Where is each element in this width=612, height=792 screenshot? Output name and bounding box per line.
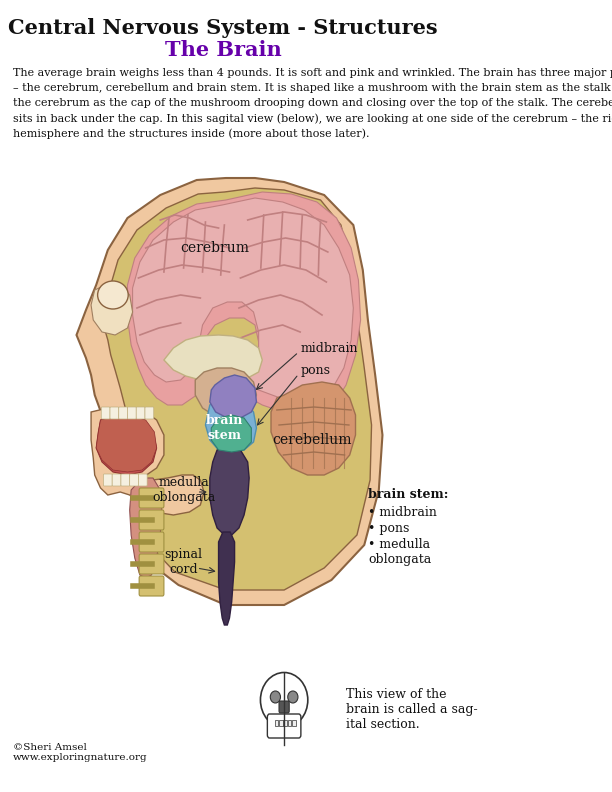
Polygon shape: [133, 198, 353, 400]
Text: cerebrum: cerebrum: [181, 241, 250, 255]
FancyBboxPatch shape: [103, 474, 112, 486]
Polygon shape: [206, 396, 256, 452]
Polygon shape: [218, 532, 234, 625]
Ellipse shape: [288, 691, 298, 703]
Text: The average brain weighs less than 4 pounds. It is soft and pink and wrinkled. T: The average brain weighs less than 4 pou…: [13, 68, 612, 78]
Text: cerebellum: cerebellum: [272, 433, 351, 447]
Polygon shape: [76, 178, 382, 605]
Text: • medulla
oblongata: • medulla oblongata: [368, 538, 431, 566]
FancyBboxPatch shape: [119, 407, 127, 419]
FancyBboxPatch shape: [288, 720, 291, 726]
FancyBboxPatch shape: [110, 407, 119, 419]
Text: hemisphere and the structures inside (more about those later).: hemisphere and the structures inside (mo…: [13, 128, 370, 139]
FancyBboxPatch shape: [267, 714, 301, 738]
FancyBboxPatch shape: [279, 720, 283, 726]
Polygon shape: [91, 285, 133, 335]
Polygon shape: [127, 192, 360, 415]
Text: brain
stem: brain stem: [206, 414, 243, 442]
FancyBboxPatch shape: [292, 720, 296, 726]
Polygon shape: [210, 447, 249, 535]
FancyBboxPatch shape: [112, 474, 121, 486]
FancyBboxPatch shape: [145, 407, 154, 419]
FancyBboxPatch shape: [130, 474, 138, 486]
FancyBboxPatch shape: [138, 474, 147, 486]
Text: the cerebrum as the cap of the mushroom drooping down and closing over the top o: the cerebrum as the cap of the mushroom …: [13, 98, 612, 108]
Text: The Brain: The Brain: [165, 40, 282, 60]
FancyBboxPatch shape: [121, 474, 130, 486]
FancyBboxPatch shape: [136, 407, 145, 419]
Polygon shape: [96, 416, 157, 472]
Ellipse shape: [98, 281, 129, 309]
Polygon shape: [96, 415, 157, 475]
Polygon shape: [211, 415, 252, 452]
Text: pons: pons: [300, 364, 330, 376]
FancyBboxPatch shape: [139, 532, 164, 552]
FancyBboxPatch shape: [139, 554, 164, 574]
Text: sits in back under the cap. In this sagital view (below), we are looking at one : sits in back under the cap. In this sagi…: [13, 113, 612, 124]
FancyBboxPatch shape: [127, 407, 136, 419]
Text: medulla
oblongata: medulla oblongata: [152, 476, 215, 504]
Polygon shape: [102, 188, 371, 590]
Polygon shape: [271, 382, 356, 475]
FancyBboxPatch shape: [279, 701, 289, 713]
Polygon shape: [91, 408, 204, 515]
FancyBboxPatch shape: [139, 510, 164, 530]
Text: • pons: • pons: [368, 522, 409, 535]
Ellipse shape: [261, 672, 308, 728]
Ellipse shape: [271, 691, 280, 703]
FancyBboxPatch shape: [101, 407, 110, 419]
Polygon shape: [210, 375, 256, 418]
Text: brain stem:: brain stem:: [368, 488, 448, 501]
FancyBboxPatch shape: [275, 720, 278, 726]
Text: • midbrain: • midbrain: [368, 506, 437, 519]
FancyBboxPatch shape: [139, 488, 164, 508]
Polygon shape: [195, 368, 256, 418]
Polygon shape: [130, 478, 162, 578]
Text: – the cerebrum, cerebellum and brain stem. It is shaped like a mushroom with the: – the cerebrum, cerebellum and brain ste…: [13, 83, 612, 93]
FancyBboxPatch shape: [139, 576, 164, 596]
FancyBboxPatch shape: [283, 720, 287, 726]
Text: This view of the
brain is called a sag-
ital section.: This view of the brain is called a sag- …: [346, 688, 478, 732]
Text: Central Nervous System - Structures: Central Nervous System - Structures: [8, 18, 438, 38]
Text: spinal
cord: spinal cord: [165, 548, 203, 576]
Text: midbrain: midbrain: [300, 341, 357, 355]
Text: ©Sheri Amsel
www.exploringnature.org: ©Sheri Amsel www.exploringnature.org: [13, 743, 147, 762]
Polygon shape: [164, 335, 263, 382]
